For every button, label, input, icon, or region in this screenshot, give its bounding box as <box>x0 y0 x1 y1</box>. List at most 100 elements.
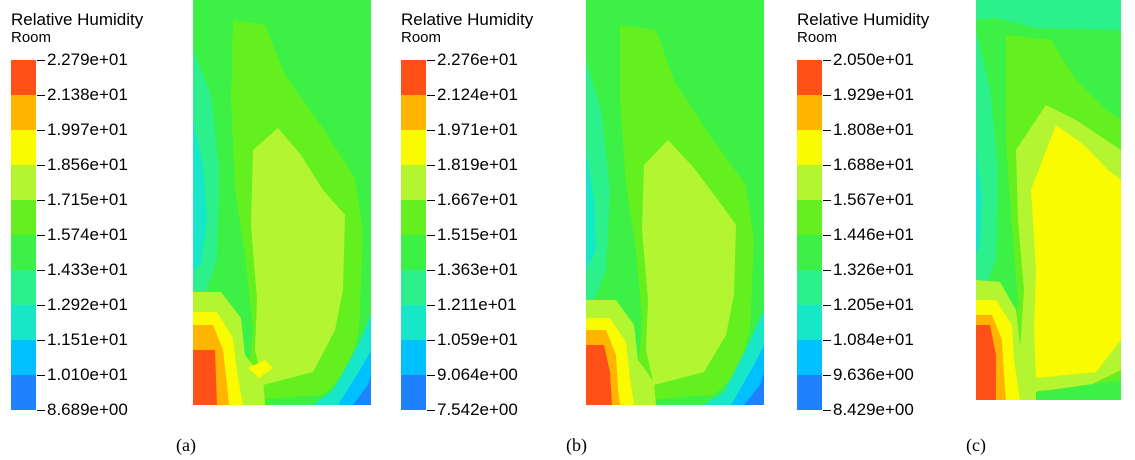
legend-subtitle: Room <box>797 29 838 46</box>
colorbar-level-label: 1.326e+01 <box>833 260 914 279</box>
colorbar-tick <box>37 270 45 271</box>
colorbar-segment <box>11 375 36 410</box>
colorbar-level-label: 1.151e+01 <box>47 330 128 349</box>
colorbar-tick <box>823 235 831 236</box>
colorbar-tick <box>427 410 435 411</box>
colorbar-segment <box>11 235 36 270</box>
contour-region <box>586 150 596 270</box>
contour-region <box>193 350 217 405</box>
colorbar-tick <box>427 130 435 131</box>
colorbar-level-label: 2.138e+01 <box>47 85 128 104</box>
colorbar-level-label: 1.433e+01 <box>47 260 128 279</box>
colorbar-tick <box>37 200 45 201</box>
colorbar-segment <box>797 305 822 340</box>
legend-subtitle: Room <box>401 29 442 46</box>
colorbar-tick <box>823 200 831 201</box>
colorbar-level-label: 1.567e+01 <box>833 190 914 209</box>
colorbar-segment <box>401 340 426 375</box>
colorbar-tick <box>823 165 831 166</box>
colorbar <box>11 60 36 410</box>
colorbar-level-label: 1.010e+01 <box>47 365 128 384</box>
contour-region <box>1031 125 1121 378</box>
colorbar-segment <box>401 130 426 165</box>
colorbar-tick <box>427 340 435 341</box>
contour-region <box>586 345 612 405</box>
colorbar-level-label: 1.667e+01 <box>437 190 518 209</box>
colorbar-tick <box>37 235 45 236</box>
colorbar-tick <box>427 270 435 271</box>
panel-c: Relative Humidity Room 2.050e+01 1.929e+… <box>786 0 1135 460</box>
colorbar-segment <box>11 305 36 340</box>
colorbar-level-label: 1.084e+01 <box>833 330 914 349</box>
legend-title: Relative Humidity <box>797 10 930 29</box>
colorbar-tick <box>823 305 831 306</box>
panel-caption: (c) <box>966 435 986 455</box>
colorbar-level-label: 1.446e+01 <box>833 225 914 244</box>
colorbar-level-label: 8.429e+00 <box>833 400 914 419</box>
colorbar-segment <box>797 60 822 95</box>
colorbar-tick <box>37 130 45 131</box>
colorbar-level-label: 1.211e+01 <box>437 295 517 314</box>
colorbar-segment <box>11 130 36 165</box>
legend-subtitle: Room <box>11 29 52 46</box>
colorbar-segment <box>797 130 822 165</box>
colorbar-tick <box>37 410 45 411</box>
colorbar-tick <box>37 375 45 376</box>
colorbar-level-label: 1.856e+01 <box>47 155 128 174</box>
colorbar-level-label: 2.124e+01 <box>437 85 518 104</box>
colorbar-level-label: 1.808e+01 <box>833 120 914 139</box>
colorbar-tick <box>37 60 45 61</box>
colorbar-segment <box>401 270 426 305</box>
humidity-contour-plot <box>193 0 371 405</box>
colorbar-level-label: 1.819e+01 <box>437 155 518 174</box>
colorbar-segment <box>797 270 822 305</box>
colorbar-level-label: 2.279e+01 <box>47 50 128 69</box>
colorbar-segment <box>11 165 36 200</box>
colorbar <box>797 60 822 410</box>
colorbar-tick <box>427 375 435 376</box>
colorbar-segment <box>401 235 426 270</box>
contour-region <box>353 375 371 405</box>
contour-region <box>744 372 764 405</box>
colorbar-segment <box>401 375 426 410</box>
legend-title: Relative Humidity <box>11 10 144 29</box>
colorbar-level-label: 1.574e+01 <box>47 225 128 244</box>
colorbar-tick <box>823 340 831 341</box>
colorbar-segment <box>797 235 822 270</box>
colorbar-segment <box>401 305 426 340</box>
colorbar-tick <box>823 410 831 411</box>
colorbar-segment <box>11 95 36 130</box>
contour-region <box>251 128 345 385</box>
panel-caption: (b) <box>566 435 587 455</box>
colorbar-level-label: 1.205e+01 <box>833 295 914 314</box>
colorbar-level-label: 1.515e+01 <box>437 225 518 244</box>
colorbar-level-label: 1.363e+01 <box>437 260 518 279</box>
colorbar-segment <box>11 340 36 375</box>
contour-region <box>248 360 273 378</box>
colorbar-segment <box>797 95 822 130</box>
colorbar-segment <box>401 200 426 235</box>
colorbar-level-label: 7.542e+00 <box>437 400 518 419</box>
contour-region <box>976 30 998 292</box>
colorbar-level-label: 2.050e+01 <box>833 50 914 69</box>
contour-region <box>976 150 982 255</box>
colorbar-level-label: 1.929e+01 <box>833 85 914 104</box>
colorbar-segment <box>797 165 822 200</box>
legend-title: Relative Humidity <box>401 10 534 29</box>
colorbar-segment <box>797 200 822 235</box>
colorbar-segment <box>401 165 426 200</box>
colorbar-segment <box>401 95 426 130</box>
colorbar-segment <box>401 60 426 95</box>
contour-region <box>976 0 1121 30</box>
colorbar-tick <box>427 200 435 201</box>
panel-caption: (a) <box>176 435 196 455</box>
contour-region <box>976 325 996 400</box>
colorbar-tick <box>37 95 45 96</box>
colorbar-tick <box>427 305 435 306</box>
contour-region <box>338 350 371 405</box>
contour-region <box>731 345 764 405</box>
colorbar-tick <box>37 340 45 341</box>
colorbar-tick <box>823 130 831 131</box>
colorbar-tick <box>823 375 831 376</box>
colorbar-tick <box>823 95 831 96</box>
